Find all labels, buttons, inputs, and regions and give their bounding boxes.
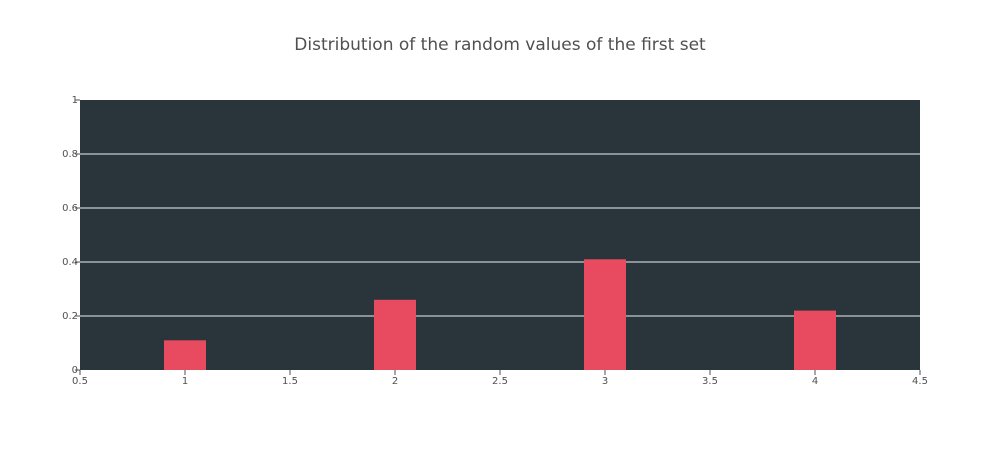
x-tick-label: 3 [602,376,608,387]
grid-lines [80,153,920,317]
y-tick-label: 0.2 [62,311,78,322]
x-tick-label: 2 [392,376,398,387]
bars [164,259,836,370]
bar[interactable] [164,340,206,370]
y-axis: 0 0.2 0.4 0.6 0.8 1 [62,95,80,376]
y-tick-label: 0.8 [62,149,78,160]
plot-area [80,100,920,370]
y-tick-label: 0 [72,365,78,376]
x-tick-label: 2.5 [492,376,508,387]
y-tick-label: 1 [72,95,78,106]
x-tick-label: 1.5 [282,376,298,387]
x-axis: 0.5 1 1.5 2 2.5 3 3.5 4 4.5 [72,370,928,387]
y-tick-label: 0.4 [62,257,78,268]
x-tick-label: 3.5 [702,376,718,387]
x-tick-label: 4 [812,376,818,387]
x-tick-label: 1 [182,376,188,387]
bar[interactable] [584,259,626,370]
bar[interactable] [794,310,836,370]
chart-title: Distribution of the random values of the… [294,35,706,55]
x-tick-label: 0.5 [72,376,88,387]
bar[interactable] [374,299,416,370]
y-tick-label: 0.6 [62,203,78,214]
x-tick-label: 4.5 [912,376,928,387]
